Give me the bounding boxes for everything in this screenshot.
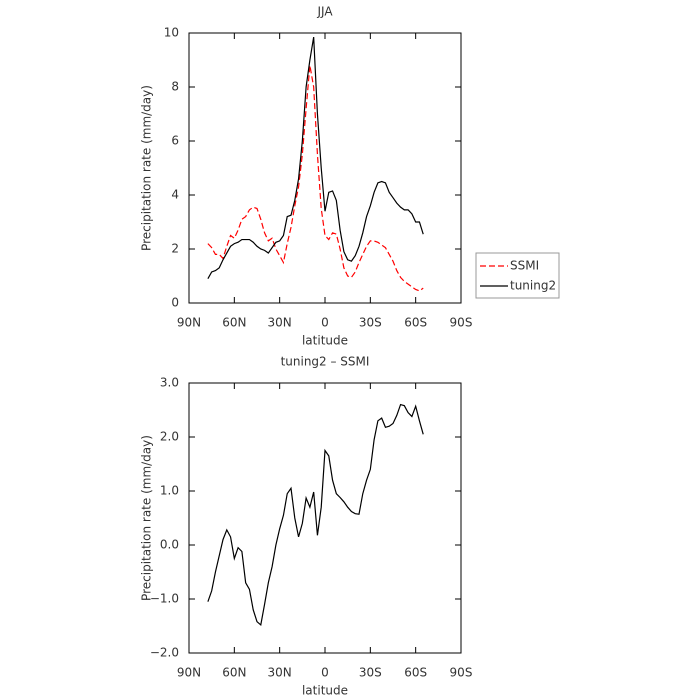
data-line: [207, 65, 424, 292]
x-tick-label: 90S: [450, 316, 473, 330]
x-tick-label: 30N: [268, 316, 292, 330]
y-axis-label: Precipitation rate (mm/day): [140, 85, 154, 251]
x-tick-label: 90N: [177, 666, 201, 680]
y-tick-label: 0: [171, 296, 179, 310]
data-line: [207, 36, 424, 279]
x-tick-label: 60S: [404, 666, 427, 680]
x-tick-label: 90N: [177, 316, 201, 330]
y-tick-label: 2: [171, 242, 179, 256]
x-tick-label: 0: [321, 666, 329, 680]
x-axis-label: latitude: [302, 684, 348, 698]
legend-label: tuning2: [510, 279, 556, 293]
data-line: [207, 403, 424, 627]
y-tick-label: 3.0: [160, 376, 179, 390]
x-axis-label: latitude: [302, 334, 348, 348]
plot-frame: [188, 32, 462, 304]
y-tick-label: −1.0: [150, 592, 179, 606]
x-tick-label: 30N: [268, 666, 292, 680]
x-tick-label: 0: [321, 316, 329, 330]
legend-label: SSMI: [510, 259, 539, 273]
y-tick-label: −2.0: [150, 646, 179, 660]
x-tick-label: 30S: [359, 316, 382, 330]
chart-title: tuning2 – SSMI: [281, 355, 370, 369]
legend-box: [475, 252, 560, 299]
y-axis-label: Precipitation rate (mm/day): [140, 435, 154, 601]
x-tick-label: 90S: [450, 666, 473, 680]
chart-title: JJA: [316, 5, 333, 19]
y-tick-label: 10: [164, 26, 179, 40]
y-tick-label: 0.0: [160, 538, 179, 552]
y-tick-label: 6: [171, 134, 179, 148]
x-tick-label: 60N: [222, 666, 246, 680]
y-tick-label: 1.0: [160, 484, 179, 498]
x-tick-label: 30S: [359, 666, 382, 680]
y-tick-label: 4: [171, 188, 179, 202]
x-tick-label: 60N: [222, 316, 246, 330]
y-tick-label: 2.0: [160, 430, 179, 444]
y-tick-label: 8: [171, 80, 179, 94]
x-tick-label: 60S: [404, 316, 427, 330]
